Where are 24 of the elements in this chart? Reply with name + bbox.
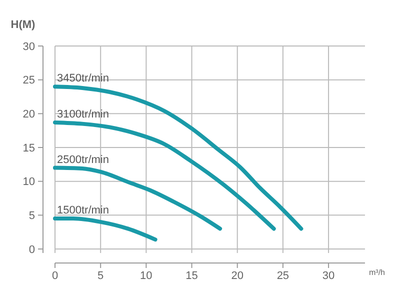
x-tick-label: 0: [52, 270, 58, 282]
x-tick-label: 15: [186, 270, 198, 282]
x-tick-label: 25: [276, 270, 290, 282]
y-tick-label: 25: [22, 74, 35, 87]
y-tick-label: 15: [22, 142, 35, 154]
y-tick-label: 30: [22, 40, 35, 53]
line-series: [53, 216, 158, 242]
line-series: [53, 166, 222, 231]
y-tick-label: 10: [22, 176, 35, 188]
line-series: [53, 120, 276, 231]
y-tick-label: 20: [22, 108, 35, 121]
y-tick-label: 5: [28, 210, 35, 222]
x-tick-label: 30: [322, 270, 335, 282]
series-label: 2500tr/min: [57, 154, 109, 166]
x-axis-title: m³/h: [369, 268, 385, 277]
x-tick-label: 10: [140, 270, 152, 282]
y-axis-title: H(M): [10, 19, 36, 31]
x-tick-label: 5: [98, 270, 104, 282]
y-tick-label: 0: [28, 244, 35, 256]
series-label: 3100tr/min: [57, 108, 109, 120]
series-label: 1500tr/min: [57, 204, 109, 217]
line-series: [53, 84, 304, 231]
x-tick-label: 20: [231, 270, 244, 282]
series-label: 3450tr/min: [57, 72, 109, 85]
